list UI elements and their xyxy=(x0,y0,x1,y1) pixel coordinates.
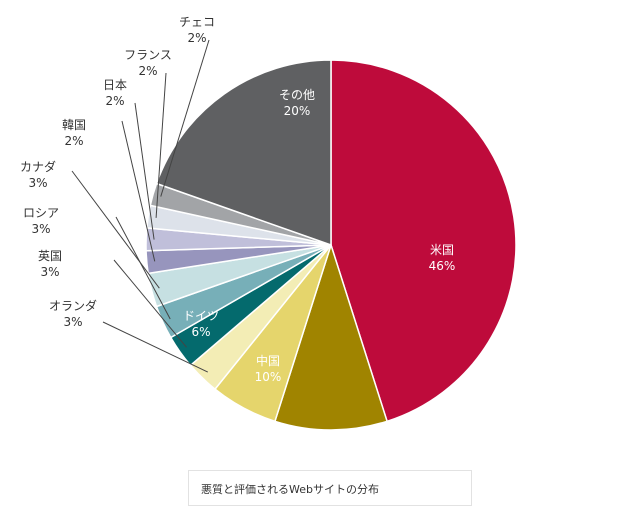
leader-line xyxy=(115,216,171,320)
chart-caption-box: 悪質と評価されるWebサイトの分布 xyxy=(188,470,472,506)
slice-label: 韓国 xyxy=(62,118,86,132)
leader-line xyxy=(121,120,156,262)
slice-label: 米国 xyxy=(430,243,454,257)
slice-label: その他 xyxy=(279,88,315,102)
slice-label: ロシア xyxy=(23,206,59,220)
pie-slices xyxy=(145,59,517,431)
slice-label: ドイツ xyxy=(183,309,219,323)
slice-label: チェコ xyxy=(179,15,215,29)
slice-percent-label: 2% xyxy=(64,134,83,148)
slice-percent-label: 46% xyxy=(429,259,456,273)
pie-slice xyxy=(155,59,332,247)
leader-line xyxy=(134,102,155,240)
slice-labels: 米国 46% 中国 10% ドイツ 6% オランダ 3% 英国 3% ロシア 3% カナダ 3% 韓国 2% 日… xyxy=(20,15,455,384)
leader-line xyxy=(160,39,210,197)
slice-label: オランダ xyxy=(49,298,97,313)
slice-percent-label: 2% xyxy=(187,31,206,45)
slice-label: フランス xyxy=(124,48,172,62)
slice-percent-label: 10% xyxy=(255,370,282,384)
leader-lines xyxy=(71,39,210,373)
slice-percent-label: 2% xyxy=(105,94,124,108)
pie-slice xyxy=(273,242,389,431)
slice-percent-label: 3% xyxy=(40,265,59,279)
slice-label: 日本 xyxy=(103,78,127,92)
slice-label: 英国 xyxy=(38,249,62,263)
leader-line xyxy=(102,321,208,373)
slice-percent-label: 2% xyxy=(138,64,157,78)
slice-percent-label: 3% xyxy=(31,222,50,236)
slice-percent-label: 3% xyxy=(28,176,47,190)
chart-caption: 悪質と評価されるWebサイトの分布 xyxy=(201,483,379,496)
leader-line xyxy=(155,72,167,218)
slice-percent-label: 3% xyxy=(63,315,82,329)
leader-line xyxy=(71,170,160,289)
slice-label: カナダ xyxy=(20,159,56,174)
slice-label: 中国 xyxy=(256,353,280,368)
slice-percent-label: 6% xyxy=(191,325,210,339)
leader-line xyxy=(113,259,187,348)
slice-percent-label: 20% xyxy=(284,104,311,118)
pie-slice xyxy=(330,59,517,423)
